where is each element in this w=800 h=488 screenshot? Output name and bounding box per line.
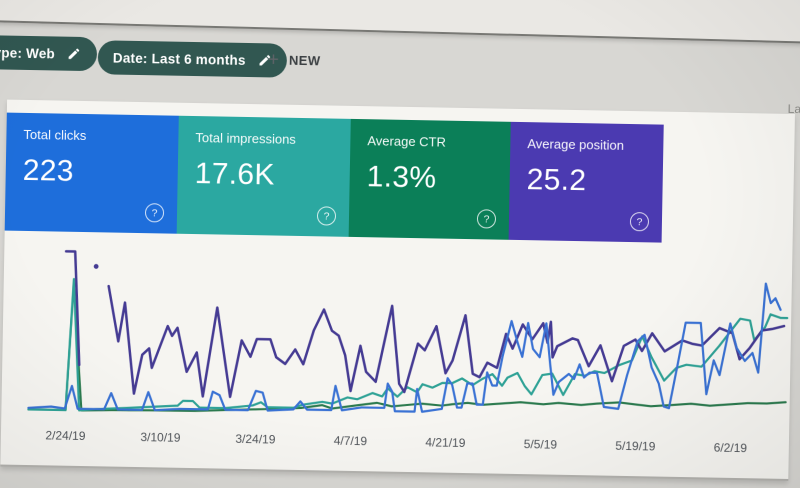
x-tick: 5/19/19 <box>615 438 656 454</box>
x-tick: 6/2/19 <box>713 440 748 456</box>
edit-pencil-icon[interactable] <box>258 53 272 67</box>
filter-chip-search-type-label: type: Web <box>0 44 56 61</box>
help-question-icon[interactable]: ? <box>629 212 650 232</box>
new-filter-button[interactable]: + NEW <box>267 49 321 71</box>
chart-line-average-ctr <box>27 282 787 412</box>
performance-report-panel: Total clicks 223 ? Total impressions 17.… <box>0 99 795 481</box>
plus-icon: + <box>267 49 280 71</box>
metric-card-value: 17.6K <box>194 157 275 192</box>
chart-line-average-position <box>64 250 81 367</box>
chart-line-total-clicks <box>27 282 782 413</box>
metric-card-value: 223 <box>22 153 75 188</box>
help-question-icon[interactable]: ? <box>144 203 165 223</box>
metric-card-value: 25.2 <box>526 163 587 198</box>
filter-chip-date-range-label: Date: Last 6 months <box>112 50 246 68</box>
chart-line-average-position <box>107 284 786 399</box>
metric-card-label: Total impressions <box>195 130 296 147</box>
filter-bar: type: Web Date: Last 6 months + NEW La <box>0 34 800 116</box>
metric-card-label: Average position <box>527 136 625 153</box>
metric-cards-row: Total clicks 223 ? Total impressions 17.… <box>4 112 664 243</box>
chart-line-total-impressions <box>27 277 789 412</box>
help-question-icon[interactable]: ? <box>316 206 337 226</box>
filter-chip-search-type[interactable]: type: Web <box>0 34 98 72</box>
x-tick: 4/21/19 <box>425 435 466 451</box>
edit-pencil-icon[interactable] <box>67 47 81 61</box>
x-tick: 2/24/19 <box>45 428 86 444</box>
metric-card-label: Total clicks <box>23 126 87 144</box>
chart-point-average-position <box>93 264 99 269</box>
x-tick: 4/7/19 <box>333 433 368 449</box>
help-question-icon[interactable]: ? <box>476 209 497 229</box>
x-tick: 5/5/19 <box>523 437 558 452</box>
metric-card-label: Average CTR <box>367 133 447 150</box>
new-filter-button-label: NEW <box>288 52 321 69</box>
performance-chart-svg <box>27 250 789 413</box>
filter-chip-date-range[interactable]: Date: Last 6 months <box>97 40 287 78</box>
x-tick: 3/10/19 <box>140 430 181 445</box>
metric-card-total-clicks[interactable]: Total clicks 223 ? <box>4 112 179 234</box>
x-tick: 3/24/19 <box>235 431 276 447</box>
metric-card-average-position[interactable]: Average position 25.2 ? <box>508 121 664 243</box>
performance-chart: 2/24/19 3/10/19 3/24/19 4/7/19 4/21/19 5… <box>1 241 793 456</box>
metric-card-value: 1.3% <box>366 160 437 195</box>
metric-card-total-impressions[interactable]: Total impressions 17.6K ? <box>176 115 351 237</box>
metric-card-average-ctr[interactable]: Average CTR 1.3% ? <box>348 118 511 240</box>
